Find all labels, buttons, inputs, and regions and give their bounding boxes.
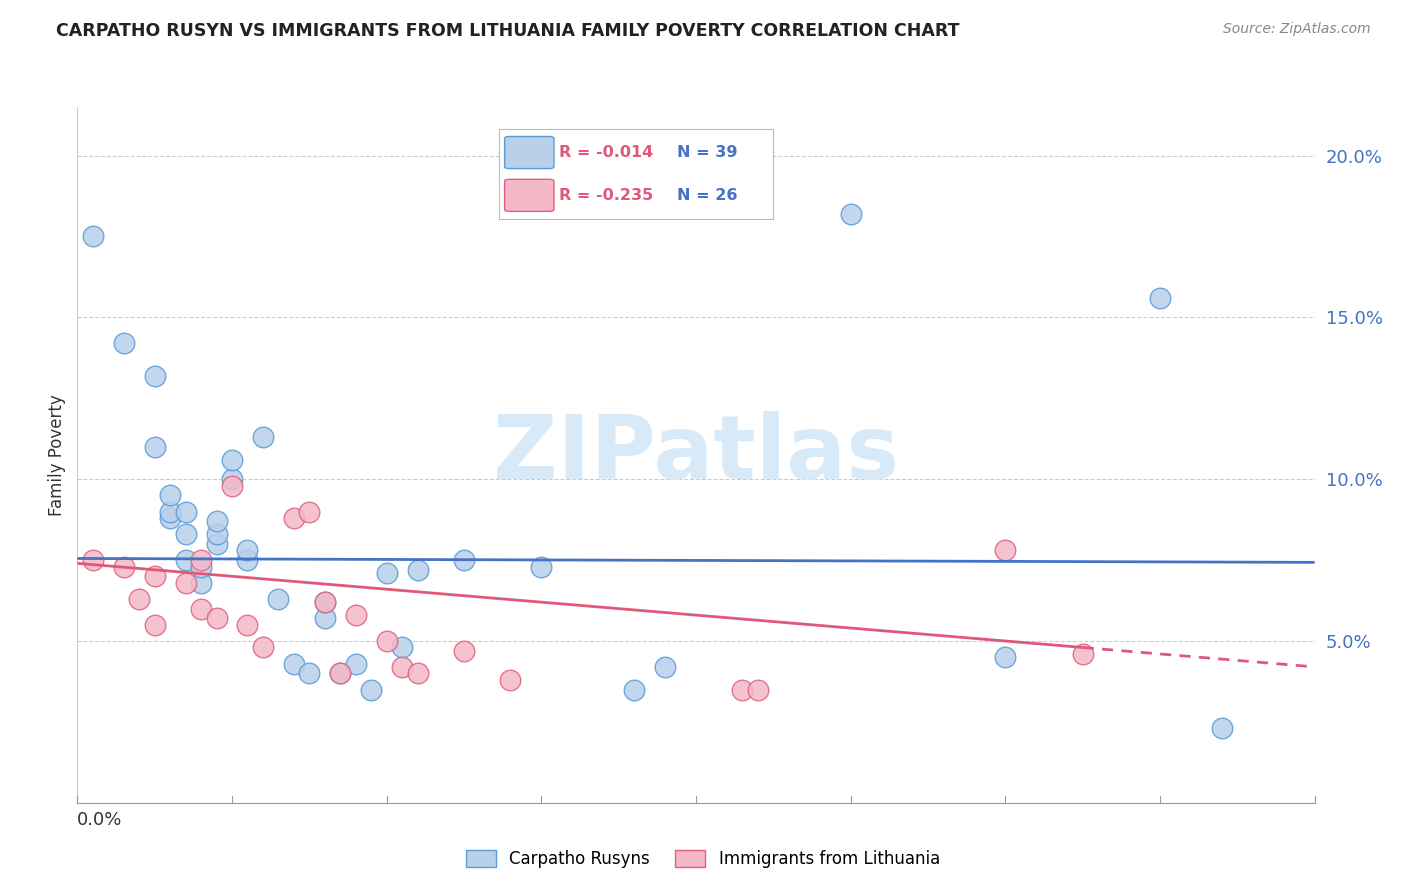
Point <box>360 682 382 697</box>
Point <box>329 666 352 681</box>
Point <box>82 553 104 567</box>
Point <box>221 452 243 467</box>
Point <box>375 634 398 648</box>
Point <box>1149 291 1171 305</box>
Point <box>190 559 212 574</box>
Point <box>453 553 475 567</box>
Point <box>453 643 475 657</box>
Point <box>283 657 305 671</box>
Point <box>205 611 228 625</box>
Point <box>530 559 553 574</box>
Point <box>143 368 166 383</box>
Point <box>143 440 166 454</box>
Point <box>499 673 522 687</box>
Point <box>314 595 336 609</box>
Point <box>406 666 429 681</box>
Point <box>190 553 212 567</box>
Point <box>221 472 243 486</box>
Point <box>190 601 212 615</box>
Point <box>128 591 150 606</box>
Point <box>329 666 352 681</box>
Point <box>1211 722 1233 736</box>
Point <box>143 569 166 583</box>
Point <box>252 430 274 444</box>
Point <box>205 514 228 528</box>
Point <box>994 650 1017 665</box>
Point <box>1071 647 1094 661</box>
Point <box>236 617 259 632</box>
Point <box>314 595 336 609</box>
Point <box>205 537 228 551</box>
Point <box>391 640 413 655</box>
Point <box>159 504 181 518</box>
Point <box>623 682 645 697</box>
Point <box>731 682 754 697</box>
Point <box>174 553 197 567</box>
Point <box>236 553 259 567</box>
Point <box>747 682 769 697</box>
Text: 0.0%: 0.0% <box>77 811 122 830</box>
Point <box>391 660 413 674</box>
Point <box>236 543 259 558</box>
Point <box>143 617 166 632</box>
Point <box>344 608 367 623</box>
Point <box>205 527 228 541</box>
Point <box>190 575 212 590</box>
Point <box>82 229 104 244</box>
Point <box>298 666 321 681</box>
Text: N = 39: N = 39 <box>678 145 738 160</box>
Y-axis label: Family Poverty: Family Poverty <box>48 394 66 516</box>
Point <box>344 657 367 671</box>
Point <box>159 488 181 502</box>
Text: N = 26: N = 26 <box>678 188 738 202</box>
Point <box>221 478 243 492</box>
Legend: Carpatho Rusyns, Immigrants from Lithuania: Carpatho Rusyns, Immigrants from Lithuan… <box>460 843 946 875</box>
Point <box>839 207 862 221</box>
Text: Source: ZipAtlas.com: Source: ZipAtlas.com <box>1223 22 1371 37</box>
Text: CARPATHO RUSYN VS IMMIGRANTS FROM LITHUANIA FAMILY POVERTY CORRELATION CHART: CARPATHO RUSYN VS IMMIGRANTS FROM LITHUA… <box>56 22 960 40</box>
Text: R = -0.235: R = -0.235 <box>560 188 654 202</box>
Text: ZIPatlas: ZIPatlas <box>494 411 898 499</box>
Point <box>654 660 676 674</box>
Point <box>174 575 197 590</box>
Point <box>283 511 305 525</box>
Point <box>112 559 135 574</box>
Point <box>375 566 398 580</box>
Point <box>298 504 321 518</box>
Point <box>174 504 197 518</box>
Point <box>112 336 135 351</box>
Text: R = -0.014: R = -0.014 <box>560 145 654 160</box>
Point <box>252 640 274 655</box>
FancyBboxPatch shape <box>505 179 554 211</box>
Point <box>994 543 1017 558</box>
Point <box>314 611 336 625</box>
FancyBboxPatch shape <box>505 136 554 169</box>
Point <box>159 511 181 525</box>
Point <box>406 563 429 577</box>
Point <box>267 591 290 606</box>
Point <box>174 527 197 541</box>
